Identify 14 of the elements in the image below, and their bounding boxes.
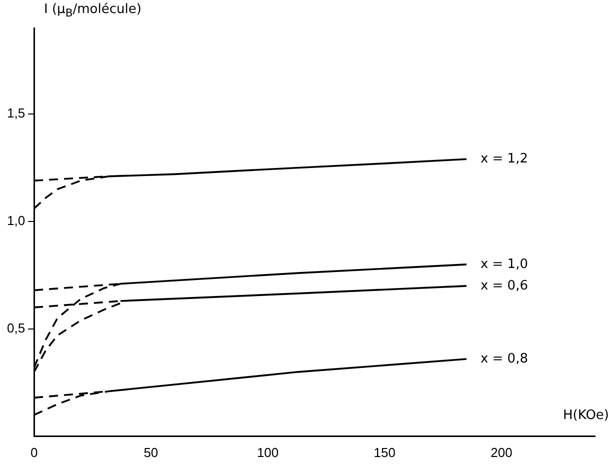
series-label: x = 0,6 — [480, 278, 528, 294]
x-tick-label: 200 — [490, 444, 512, 460]
x-tick-label: 0 — [30, 444, 38, 460]
y-tick-label: 1,0 — [6, 213, 26, 228]
series-label: x = 0,8 — [480, 351, 528, 366]
y-axis-title: I (μ$_{B}$/molécule) — [44, 2, 142, 20]
x-axis-title: H(KOe) — [563, 408, 609, 423]
x-tick-label: 150 — [374, 444, 396, 460]
series-label: x = 1,0 — [480, 256, 528, 272]
y-tick-label: 1,5 — [6, 106, 26, 121]
x-tick-label: 50 — [144, 444, 158, 460]
series-label: x = 1,2 — [480, 151, 528, 166]
y-tick-label: 0,5 — [6, 320, 26, 336]
x-tick-label: 100 — [256, 444, 279, 460]
